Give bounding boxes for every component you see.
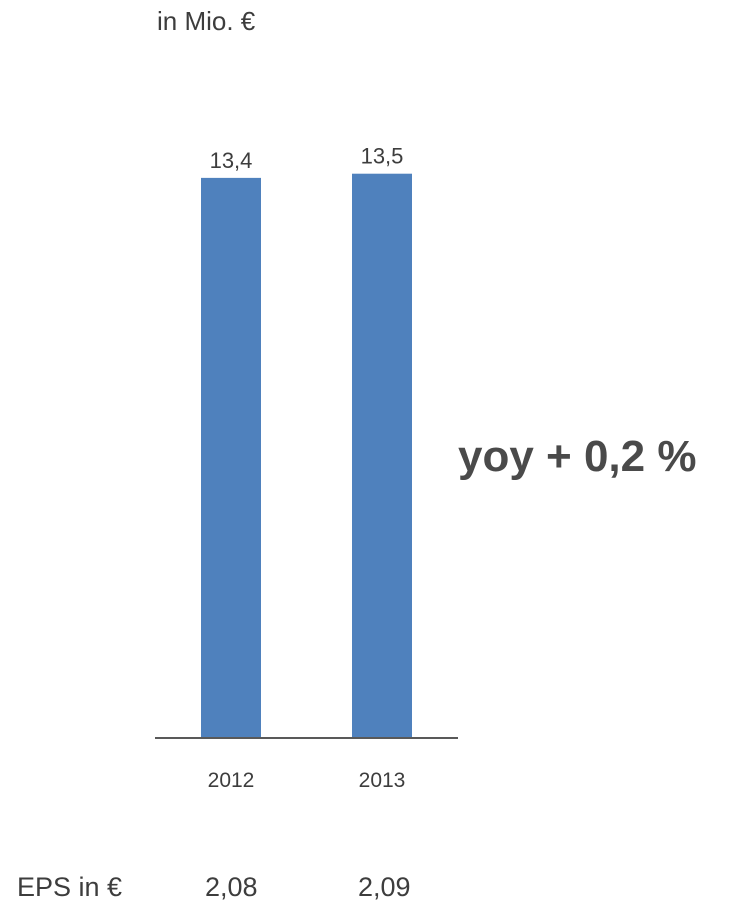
data-label-2012: 13,4: [210, 148, 253, 173]
unit-label: in Mio. €: [157, 6, 256, 36]
eps-value-2013: 2,09: [358, 872, 411, 902]
eps-row: EPS in € 2,08 2,09: [0, 872, 730, 912]
eps-label: EPS in €: [17, 872, 123, 902]
data-label-2013: 13,5: [361, 144, 404, 169]
x-tick-label-2013: 2013: [359, 769, 406, 792]
bar-2012: [201, 177, 261, 738]
bar-2013: [352, 173, 412, 738]
eps-value-2012: 2,08: [205, 872, 258, 902]
x-tick-label-2012: 2012: [208, 769, 255, 792]
yoy-annotation: yoy + 0,2 %: [458, 432, 697, 481]
